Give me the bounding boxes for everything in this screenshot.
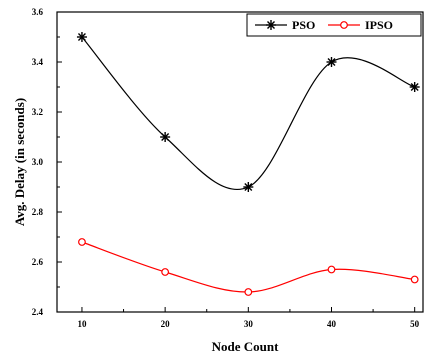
x-tick-label: 40 xyxy=(327,319,337,329)
asterisk-stroke xyxy=(77,33,86,41)
data-point-pso xyxy=(243,182,254,192)
series-pso xyxy=(76,32,420,192)
series-ipso xyxy=(78,238,419,296)
legend-label-pso: PSO xyxy=(292,18,315,32)
y-tick-label: 3.0 xyxy=(32,157,44,167)
data-point-ipso xyxy=(244,288,253,296)
data-point-pso xyxy=(160,132,171,142)
y-axis: 2.4 2.6 2.8 3.0 3.2 3.4 3.6 xyxy=(32,7,62,317)
data-point-ipso xyxy=(78,238,86,246)
x-tick-label: 50 xyxy=(410,319,420,329)
data-point-ipso xyxy=(410,275,419,284)
y-tick-label: 3.4 xyxy=(32,57,44,67)
y-tick-label: 3.2 xyxy=(32,107,44,117)
x-tick-label: 20 xyxy=(161,319,171,329)
x-axis-label: Node Count xyxy=(212,339,279,354)
y-axis-label: Avg. Delay (in seconds) xyxy=(12,98,27,226)
asterisk-stroke xyxy=(161,133,170,141)
asterisk-stroke xyxy=(267,21,275,29)
y-tick-label: 2.6 xyxy=(32,257,44,267)
asterisk-stroke xyxy=(244,183,253,191)
series-line-ipso xyxy=(81,241,415,293)
series-line-pso xyxy=(81,36,415,190)
plot-border xyxy=(56,11,424,313)
legend: PSO IPSO xyxy=(246,13,422,37)
data-point-pso xyxy=(409,82,420,92)
legend-marker-pso xyxy=(266,20,276,30)
y-tick-label: 2.4 xyxy=(32,307,44,317)
x-tick-label: 30 xyxy=(244,319,254,329)
asterisk-stroke xyxy=(327,58,336,66)
data-point-ipso xyxy=(161,268,170,276)
data-point-pso xyxy=(326,57,337,67)
x-axis: 10 20 30 40 50 xyxy=(77,307,420,329)
x-tick-label: 10 xyxy=(77,319,87,329)
asterisk-stroke xyxy=(410,83,419,91)
series-layer xyxy=(76,32,420,296)
data-point-pso xyxy=(76,32,87,42)
y-tick-label: 2.8 xyxy=(32,207,44,217)
data-point-ipso xyxy=(327,265,336,274)
plot-frame xyxy=(56,11,424,313)
legend-marker-ipso xyxy=(340,21,348,29)
legend-label-ipso: IPSO xyxy=(365,18,393,32)
y-tick-label: 3.6 xyxy=(32,7,44,17)
